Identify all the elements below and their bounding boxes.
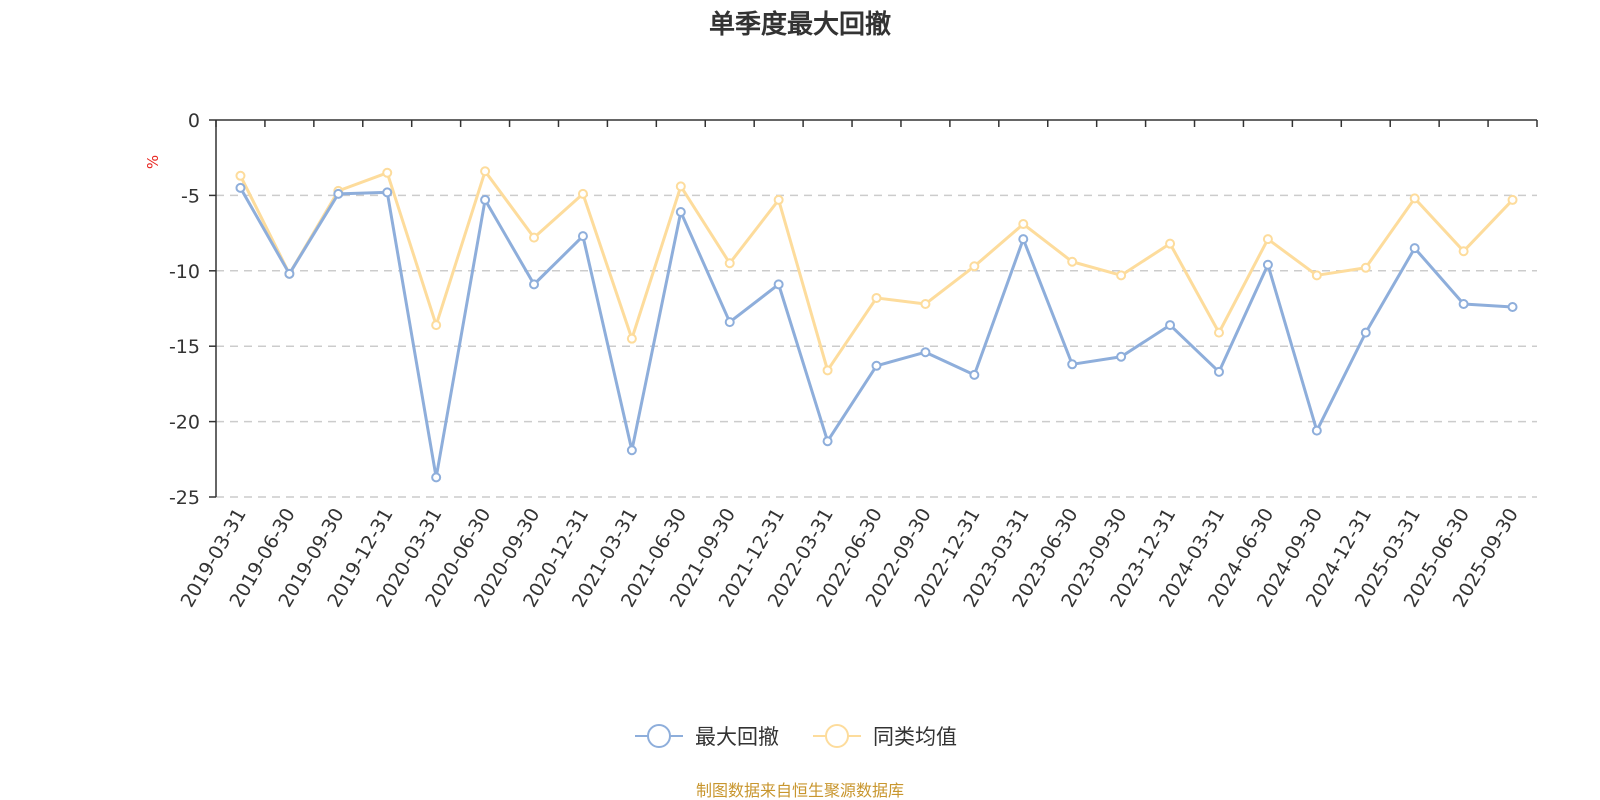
legend-item[interactable]: 同类均值	[813, 724, 957, 749]
data-point	[773, 279, 784, 290]
data-point	[1262, 234, 1273, 245]
legend-marker	[647, 724, 671, 748]
x-tick-labels: 2019-03-312019-06-302019-09-302019-12-31…	[177, 504, 1523, 611]
y-tick-label: -15	[169, 336, 200, 358]
data-point	[480, 166, 491, 177]
data-point	[675, 181, 686, 192]
data-point	[1311, 425, 1322, 436]
data-point	[529, 232, 540, 243]
data-point	[1409, 243, 1420, 254]
legend-marker	[825, 724, 849, 748]
data-point	[1458, 298, 1469, 309]
y-tick-label: -10	[169, 261, 200, 283]
data-point	[920, 347, 931, 358]
data-point	[577, 231, 588, 242]
data-point	[871, 360, 882, 371]
data-source-note: 制图数据来自恒生聚源数据库	[696, 781, 904, 800]
y-tick-label: -5	[181, 185, 200, 207]
data-point	[969, 369, 980, 380]
y-tick-labels: 0 -5 -10 -15 -20 -25	[169, 110, 216, 509]
legend-label: 同类均值	[873, 725, 957, 749]
data-point	[822, 436, 833, 447]
data-point	[480, 194, 491, 205]
series-line	[239, 187, 1513, 479]
data-point	[920, 298, 931, 309]
data-point	[675, 206, 686, 217]
data-point	[1116, 270, 1127, 281]
y-tick-label: -25	[169, 487, 200, 509]
data-point	[871, 292, 882, 303]
data-point	[1067, 256, 1078, 267]
data-point	[431, 472, 442, 483]
data-point	[577, 188, 588, 199]
data-point	[1311, 270, 1322, 281]
y-tick-label: 0	[188, 110, 200, 132]
data-point	[724, 317, 735, 328]
legend-label: 最大回撤	[695, 725, 779, 749]
data-point	[724, 258, 735, 269]
y-axis-unit: %	[144, 155, 162, 169]
data-point	[626, 333, 637, 344]
data-point	[969, 261, 980, 272]
data-point	[1262, 259, 1273, 270]
data-point	[1018, 234, 1029, 245]
data-point	[1507, 301, 1518, 312]
data-point	[1067, 359, 1078, 370]
data-point	[382, 187, 393, 198]
data-point	[1360, 262, 1371, 273]
data-point	[235, 170, 246, 181]
axes	[215, 119, 1538, 497]
data-point	[1213, 327, 1224, 338]
data-point	[1165, 320, 1176, 331]
data-point	[235, 182, 246, 193]
legend-item[interactable]: 最大回撤	[635, 724, 779, 749]
data-point	[773, 194, 784, 205]
data-point	[284, 268, 295, 279]
data-point	[1116, 351, 1127, 362]
data-point	[1507, 194, 1518, 205]
chart-title: 单季度最大回撤	[709, 9, 891, 40]
data-point	[382, 167, 393, 178]
data-point	[1213, 366, 1224, 377]
data-point	[431, 320, 442, 331]
data-point	[1458, 246, 1469, 257]
data-point	[333, 188, 344, 199]
data-point	[1018, 219, 1029, 230]
data-point	[529, 279, 540, 290]
y-tick-label: -20	[169, 412, 200, 434]
series	[235, 166, 1518, 483]
series-0	[235, 182, 1518, 483]
grid-lines	[216, 194, 1537, 498]
data-point	[1409, 193, 1420, 204]
data-point	[1165, 238, 1176, 249]
data-point	[822, 365, 833, 376]
data-point	[1360, 327, 1371, 338]
data-point	[626, 445, 637, 456]
legend[interactable]: 最大回撤 同类均值	[635, 724, 957, 749]
